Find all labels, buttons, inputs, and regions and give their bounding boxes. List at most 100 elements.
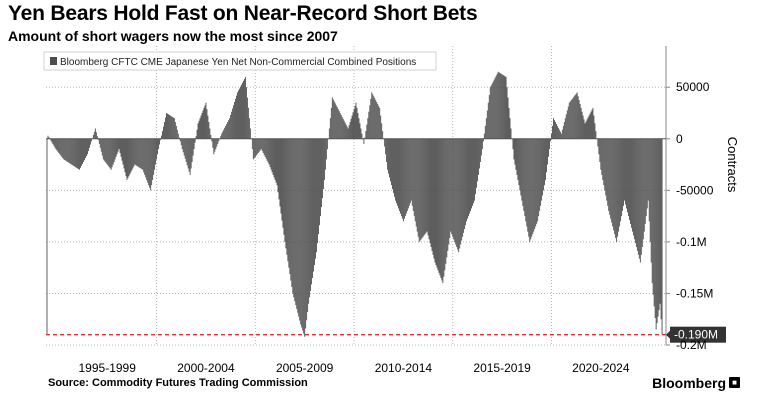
data-bar: [166, 113, 167, 139]
data-bar: [537, 138, 539, 222]
data-bar: [122, 138, 124, 165]
data-bar: [97, 138, 99, 141]
data-bar: [615, 138, 617, 239]
legend-box: [43, 51, 437, 71]
data-bar: [353, 109, 355, 139]
data-bar: [468, 138, 469, 217]
data-bar: [263, 138, 265, 155]
data-bar: [237, 92, 238, 139]
data-bar: [235, 98, 236, 139]
data-bar: [551, 133, 552, 139]
data-bar: [588, 115, 590, 139]
data-bar: [506, 87, 508, 139]
data-bar: [127, 138, 129, 179]
data-bar: [189, 138, 191, 175]
data-bar: [88, 138, 89, 152]
data-bar: [73, 138, 75, 166]
data-bar: [312, 138, 314, 278]
brand-logo: Bloomberg: [652, 375, 726, 391]
data-bar: [276, 138, 278, 186]
data-bar: [199, 118, 201, 139]
data-bar: [50, 138, 52, 141]
data-bar: [620, 138, 622, 222]
data-bar: [520, 138, 522, 196]
x-tick-label: 2015-2019: [473, 361, 531, 375]
data-bar: [358, 118, 360, 139]
data-bar: [273, 138, 275, 178]
data-bar: [123, 138, 125, 169]
data-bar: [70, 138, 72, 164]
data-bar: [153, 138, 155, 175]
data-bar: [500, 73, 502, 139]
data-bar: [370, 98, 372, 139]
data-bar: [111, 138, 113, 168]
data-bar: [560, 133, 562, 139]
x-tick-label: 2020-2024: [572, 361, 630, 375]
data-bar: [350, 118, 352, 139]
data-bar: [502, 74, 504, 139]
data-bar: [426, 138, 428, 232]
data-bar: [605, 138, 607, 196]
data-bar: [568, 102, 570, 139]
data-bar: [523, 138, 525, 211]
data-bar: [141, 138, 143, 170]
data-bar: [507, 97, 509, 139]
data-bar: [387, 138, 389, 170]
data-bar: [591, 109, 593, 139]
data-bar: [637, 138, 639, 255]
data-bar: [650, 138, 652, 263]
data-bar: [170, 116, 172, 139]
data-bar: [354, 105, 356, 139]
data-bar: [304, 138, 306, 337]
data-bar: [356, 107, 358, 139]
data-bar: [399, 138, 401, 214]
data-bar: [658, 138, 660, 311]
data-bar: [196, 129, 198, 139]
data-bar: [226, 123, 228, 139]
data-bar: [275, 138, 277, 183]
data-bar: [171, 116, 173, 139]
data-bar: [493, 79, 495, 139]
data-bar: [443, 138, 445, 277]
data-bar: [365, 131, 367, 139]
data-bar: [277, 138, 279, 193]
data-bar: [359, 123, 361, 139]
data-bar: [401, 138, 403, 219]
data-bar: [460, 138, 462, 245]
data-bar: [601, 138, 603, 175]
data-bar: [321, 138, 322, 208]
data-bar: [622, 138, 624, 211]
data-bar: [270, 138, 272, 170]
data-bar: [609, 138, 611, 215]
data-bar: [561, 129, 563, 139]
data-bar: [108, 138, 110, 168]
data-bar: [465, 138, 467, 226]
data-bar: [187, 138, 189, 169]
data-bar: [174, 122, 176, 139]
data-bar: [86, 138, 87, 157]
data-bar: [611, 138, 613, 223]
data-bar: [594, 123, 596, 139]
data-bar: [444, 138, 446, 271]
data-bar: [508, 107, 510, 139]
y-axis-title: Contracts: [725, 137, 740, 193]
data-bar: [495, 75, 497, 139]
data-bar: [513, 138, 515, 160]
data-bar: [271, 138, 273, 173]
data-bar: [649, 138, 651, 242]
data-bar: [572, 97, 574, 139]
data-bar: [660, 138, 662, 320]
data-bar: [554, 122, 556, 139]
data-bar: [246, 97, 248, 139]
data-bar: [69, 138, 71, 164]
data-bar: [282, 138, 284, 228]
data-bar: [578, 100, 580, 139]
data-bar: [218, 138, 220, 142]
data-bar: [626, 138, 627, 209]
data-bar: [140, 138, 142, 169]
data-bar: [553, 118, 554, 139]
data-bar: [47, 135, 49, 139]
data-bar: [192, 138, 194, 156]
data-bar: [579, 103, 581, 139]
data-bar: [328, 128, 330, 139]
